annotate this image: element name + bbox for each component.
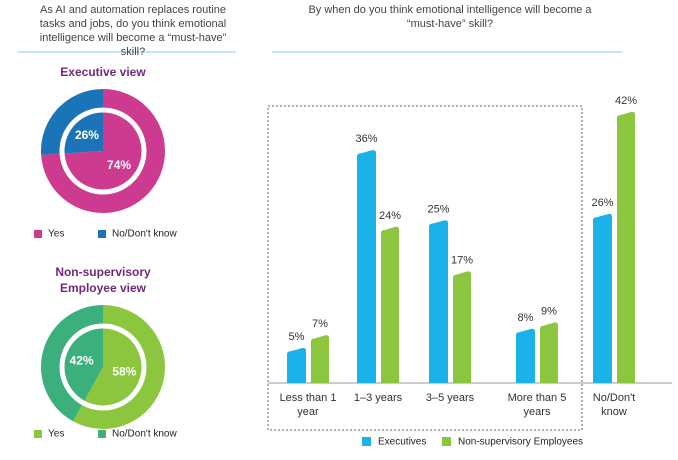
- legend-label: Yes: [48, 429, 64, 440]
- bar: [381, 226, 399, 383]
- x-tick-label: 3–5 years: [425, 392, 475, 404]
- legend-swatch: [34, 430, 42, 438]
- value-label: 9%: [541, 305, 557, 317]
- group-box: [267, 105, 583, 431]
- x-tick-label: No/Don't know: [592, 392, 636, 418]
- bar: [617, 111, 635, 384]
- bar: [429, 220, 448, 383]
- value-label: 26%: [591, 197, 613, 209]
- legend-swatch: [98, 430, 106, 438]
- legend-label: No/Don't know: [112, 429, 177, 440]
- value-label: 24%: [379, 210, 401, 222]
- value-label: 36%: [355, 133, 377, 145]
- pie-slice: [73, 305, 166, 430]
- legend-label: Non-supervisory Employees: [458, 437, 583, 448]
- value-label: 5%: [289, 331, 305, 343]
- legend-label: Yes: [48, 229, 64, 240]
- pie-ring: [59, 107, 147, 195]
- value-label: 58%: [112, 365, 136, 379]
- value-label: 17%: [451, 254, 473, 266]
- value-label: 42%: [615, 95, 637, 107]
- legend-label: Executives: [378, 437, 426, 448]
- pie-title: Executive view: [60, 65, 146, 79]
- x-tick-label: Less than 1 year: [279, 392, 337, 418]
- bar: [593, 213, 612, 383]
- legend-label: No/Don't know: [112, 229, 177, 240]
- bar: [287, 347, 306, 383]
- value-label: 26%: [75, 128, 99, 142]
- x-tick-label: 1–3 years: [353, 392, 403, 404]
- bar-title: By when do you think emotional intellige…: [308, 4, 592, 30]
- pie-title: Non-supervisory Employee view: [55, 265, 151, 295]
- value-label: 8%: [518, 312, 534, 324]
- value-label: 25%: [427, 203, 449, 215]
- value-label: 74%: [107, 158, 131, 172]
- bar: [540, 322, 558, 383]
- legend-swatch: [98, 230, 106, 238]
- x-tick-label: More than 5 years: [507, 392, 567, 418]
- bar: [357, 150, 376, 383]
- value-label: 7%: [312, 318, 328, 330]
- pie-ring: [59, 323, 147, 411]
- left-heading: As AI and automation replaces routine ta…: [39, 4, 227, 58]
- legend-swatch: [362, 437, 371, 446]
- value-label: 42%: [70, 354, 94, 368]
- pie-slice: [41, 89, 165, 213]
- bar: [516, 328, 535, 383]
- pie-slice: [41, 305, 103, 422]
- legend-swatch: [442, 437, 451, 446]
- bar: [311, 335, 329, 383]
- bar: [453, 271, 471, 383]
- legend-swatch: [34, 230, 42, 238]
